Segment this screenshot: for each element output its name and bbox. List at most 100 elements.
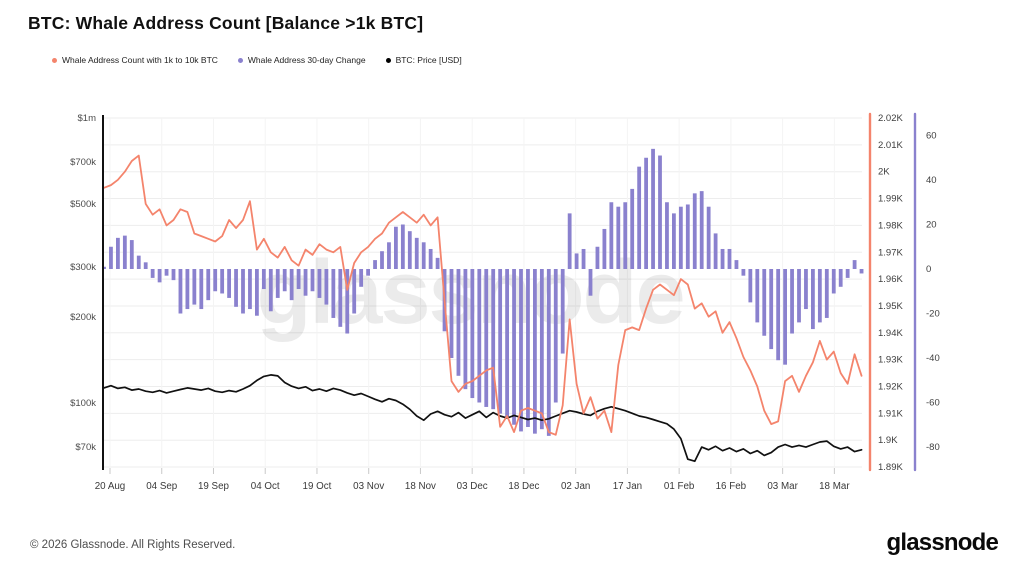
left-axis-tick-label: $300k [70, 262, 96, 273]
change-axis-tick-label: 40 [926, 175, 937, 186]
change-bar [352, 269, 357, 314]
right-change-axis: 60 40 20 0 -20 -40 -60 -80 [913, 112, 940, 472]
count-axis-tick-label: 1.94K [878, 328, 903, 339]
left-price-axis: $1m $700k $500k $300k $200k $100k $70k [70, 113, 104, 470]
change-bar [491, 269, 496, 410]
change-bar [755, 269, 760, 323]
x-axis-tick-label: 02 Jan [561, 481, 590, 492]
change-bar [435, 257, 440, 269]
change-bar [748, 269, 753, 303]
change-dot-icon [237, 57, 243, 63]
change-bar [678, 206, 683, 269]
change-bar [727, 248, 732, 269]
change-bar [845, 269, 850, 278]
count-axis-tick-label: 1.9K [878, 435, 898, 446]
left-axis-tick-label: $100k [70, 398, 96, 409]
x-axis-tick-label: 19 Oct [303, 481, 332, 492]
change-bar [178, 269, 183, 314]
change-bar [338, 269, 343, 327]
change-bar [824, 269, 829, 318]
change-bar [588, 269, 593, 296]
count-axis-tick-label: 1.98K [878, 220, 903, 231]
change-bar [470, 269, 475, 399]
change-bar [546, 269, 551, 436]
left-axis-tick-label: $70k [75, 442, 96, 453]
change-bar [456, 269, 461, 376]
count-axis-tick-label: 1.96K [878, 274, 903, 285]
change-bar [804, 269, 808, 310]
change-bar [164, 269, 169, 276]
change-bar [519, 269, 523, 432]
change-bar [567, 213, 572, 269]
change-bar [157, 269, 162, 283]
legend-label: BTC: Price [USD] [395, 55, 462, 65]
change-bar [428, 248, 433, 269]
change-bar [553, 269, 558, 403]
x-axis-tick-label: 18 Dec [508, 481, 539, 492]
legend-item-whale-count[interactable]: Whale Address Count with 1k to 10k BTC [52, 55, 218, 65]
change-bar [477, 269, 482, 403]
change-bar [505, 269, 509, 419]
change-bar [769, 269, 774, 350]
change-axis-tick-label: 0 [926, 264, 931, 275]
change-bar [394, 226, 398, 269]
left-axis-tick-label: $1m [78, 113, 97, 124]
x-axis: 20 Aug 04 Sep 19 Sep 04 Oct 19 Oct 03 Nov 18 N… [95, 468, 850, 492]
change-bar [859, 269, 864, 274]
change-bar [665, 202, 669, 269]
x-axis-tick-label: 16 Feb [716, 481, 747, 492]
count-axis-tick-label: 1.92K [878, 382, 903, 393]
change-bar [213, 269, 218, 292]
change-bar [734, 260, 739, 269]
change-bar [296, 269, 301, 290]
count-axis-tick-label: 1.97K [878, 247, 903, 258]
change-bar [400, 224, 405, 269]
change-bar [581, 248, 586, 269]
count-axis-tick-label: 1.89K [878, 462, 903, 473]
legend-item-btc-price[interactable]: BTC: Price [USD] [385, 55, 462, 65]
legend-item-30d-change[interactable]: Whale Address 30-day Change [237, 55, 366, 65]
count-axis-tick-label: 2.02K [878, 113, 903, 124]
change-bar [602, 228, 607, 269]
left-axis-tick-label: $200k [70, 312, 96, 323]
change-bar [616, 206, 621, 269]
change-bar [685, 204, 690, 269]
change-bar [359, 269, 364, 287]
change-bar [741, 269, 746, 276]
change-bar [811, 269, 815, 330]
change-bar [790, 269, 794, 334]
change-bar [387, 242, 391, 269]
change-bar [560, 269, 565, 354]
change-axis-tick-label: -80 [926, 442, 940, 453]
change-bar [414, 237, 419, 269]
change-bar [255, 269, 259, 316]
change-bar [720, 248, 725, 269]
change-bar [539, 269, 544, 430]
change-bar [220, 269, 225, 294]
change-bar [762, 269, 767, 336]
change-bar [498, 269, 503, 414]
x-axis-tick-label: 18 Mar [819, 481, 850, 492]
change-bar [595, 246, 600, 269]
change-bar [776, 269, 781, 361]
change-bar [345, 269, 350, 334]
price-line [103, 374, 863, 463]
change-bar [185, 269, 190, 310]
x-axis-tick-label: 04 Oct [251, 481, 280, 492]
x-axis-tick-label: 20 Aug [95, 481, 126, 492]
change-bar [227, 269, 231, 298]
whale-count-dot-icon [52, 57, 57, 63]
x-axis-tick-label: 17 Jan [613, 481, 642, 492]
change-bar [303, 269, 308, 296]
change-bar [143, 262, 148, 269]
change-bar [623, 202, 628, 269]
change-bar [136, 255, 141, 269]
glassnode-logo: glassnode [886, 529, 999, 556]
change-bar [838, 269, 843, 287]
change-bar [644, 157, 648, 269]
copyright-text: © 2026 Glassnode. All Rights Reserved. [30, 539, 236, 551]
change-bar [817, 269, 822, 323]
whale-count-line [103, 154, 863, 436]
